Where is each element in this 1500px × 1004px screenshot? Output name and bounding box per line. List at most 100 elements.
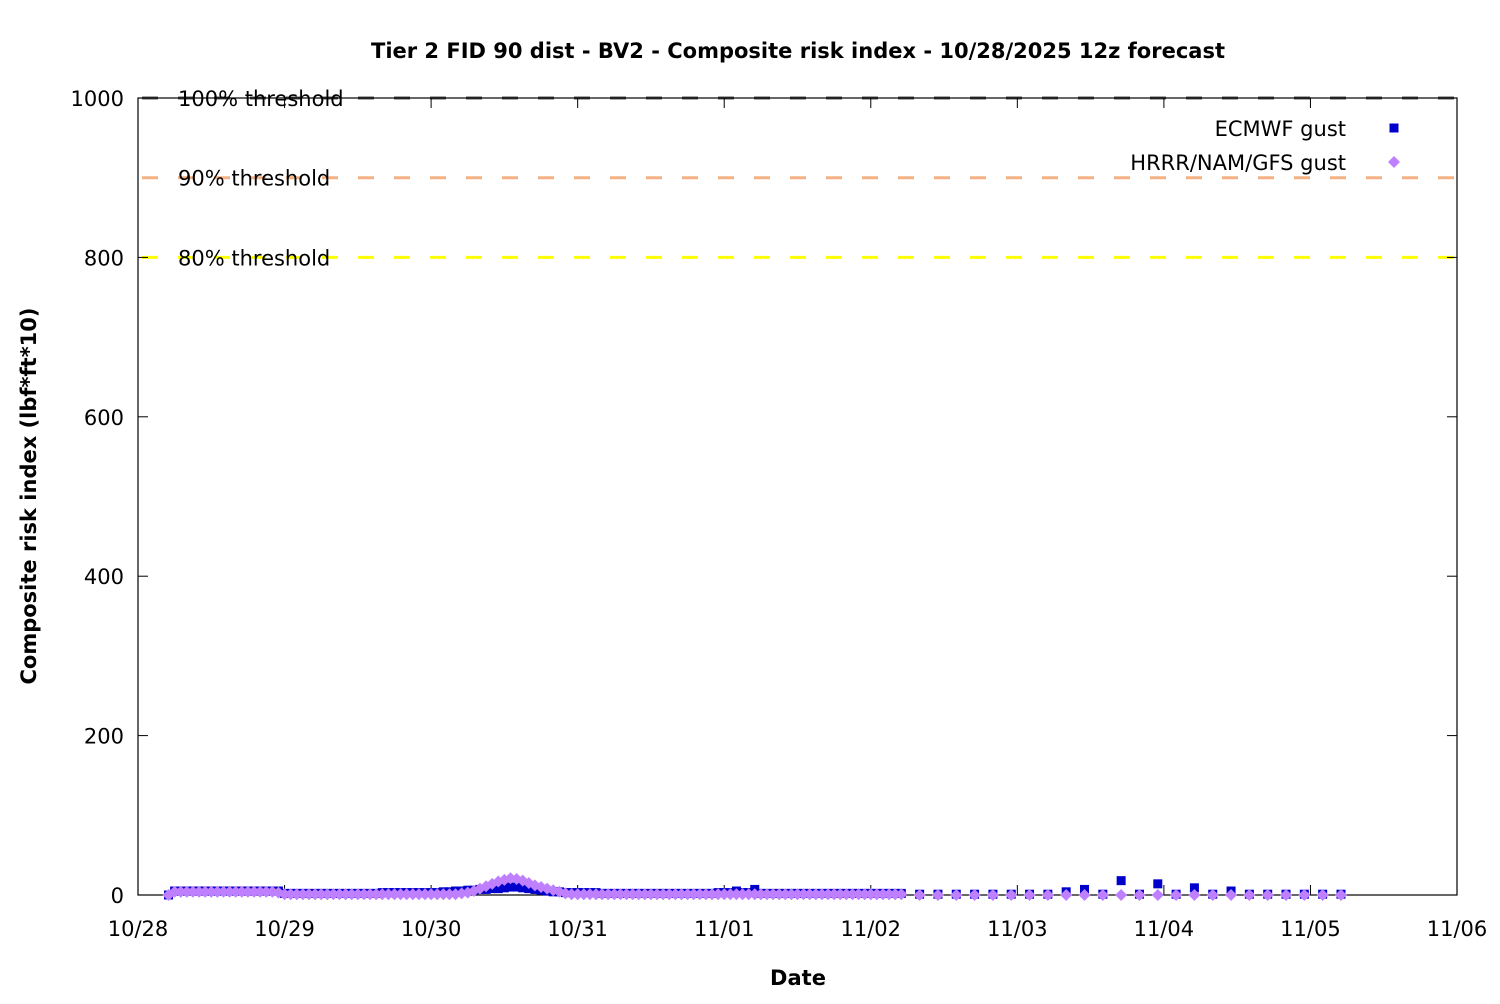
y-tick-label: 600 [84, 406, 124, 430]
hrrr-point [370, 888, 383, 901]
hrrr-point [760, 888, 773, 901]
hrrr-point [437, 888, 450, 901]
hrrr-point [1041, 889, 1054, 901]
legend-label: HRRR/NAM/GFS gust [1130, 151, 1346, 175]
hrrr-point [278, 888, 291, 901]
y-tick-label: 400 [84, 565, 124, 589]
hrrr-point [321, 888, 334, 901]
x-tick-label: 11/05 [1280, 917, 1341, 941]
hrrr-point [828, 888, 841, 901]
hrrr-point [822, 888, 835, 901]
hrrr-point [895, 888, 908, 901]
hrrr-point [986, 889, 999, 901]
ecmwf-point [1116, 876, 1126, 886]
ecmwf-point [512, 882, 522, 892]
hrrr-point [834, 888, 847, 901]
hrrr-point [846, 888, 859, 901]
y-tick-label: 0 [111, 884, 124, 908]
threshold-label: 100% threshold [178, 87, 344, 111]
ecmwf-point [499, 883, 509, 893]
hrrr-point [229, 885, 242, 898]
hrrr-point [687, 888, 700, 901]
y-tick-label: 200 [84, 725, 124, 749]
hrrr-point [724, 888, 737, 901]
hrrr-point [1334, 889, 1347, 901]
hrrr-point [651, 888, 664, 901]
y-axis-label: Composite risk index (lbf*ft*10) [17, 307, 41, 684]
hrrr-point [168, 885, 181, 898]
hrrr-point [1078, 889, 1091, 901]
hrrr-point [1170, 889, 1183, 901]
legend-marker [1389, 123, 1399, 133]
hrrr-point [736, 888, 749, 901]
hrrr-point [211, 885, 224, 898]
x-tick-label: 11/03 [987, 917, 1048, 941]
x-tick-label: 11/02 [841, 917, 902, 941]
hrrr-point [626, 888, 639, 901]
hrrr-point [309, 888, 322, 901]
hrrr-point [669, 888, 682, 901]
hrrr-point [583, 888, 596, 901]
hrrr-point [693, 888, 706, 901]
legend: ECMWF gust HRRR/NAM/GFS gust [1130, 117, 1400, 175]
x-tick-label: 10/28 [108, 917, 169, 941]
hrrr-point [1261, 889, 1274, 901]
hrrr-point [394, 888, 407, 901]
ecmwf-point [518, 883, 528, 893]
hrrr-point [602, 888, 615, 901]
hrrr-point [443, 888, 456, 901]
hrrr-point [351, 888, 364, 901]
hrrr-point [419, 888, 432, 901]
hrrr-point [565, 888, 578, 901]
hrrr-point [235, 885, 248, 898]
chart-title: Tier 2 FID 90 dist - BV2 - Composite ris… [371, 39, 1225, 63]
hrrr-point [809, 888, 822, 901]
hrrr-point [1005, 889, 1018, 901]
hrrr-point [608, 888, 621, 901]
hrrr-point [730, 888, 743, 901]
hrrr-point [241, 885, 254, 898]
hrrr-point [260, 885, 273, 898]
x-tick-label: 10/29 [254, 917, 315, 941]
hrrr-point [364, 888, 377, 901]
y-tick-label: 800 [84, 246, 124, 270]
hrrr-point [199, 885, 212, 898]
x-tick-label: 11/04 [1134, 917, 1195, 941]
hrrr-point [797, 888, 810, 901]
hrrr-point [382, 888, 395, 901]
hrrr-point [754, 888, 767, 901]
hrrr-point [632, 888, 645, 901]
hrrr-point [889, 888, 902, 901]
hrrr-point [675, 888, 688, 901]
hrrr-point [864, 888, 877, 901]
hrrr-point [412, 888, 425, 901]
hrrr-point [644, 888, 657, 901]
hrrr-point [296, 888, 309, 901]
hrrr-point [302, 888, 315, 901]
hrrr-point [620, 888, 633, 901]
hrrr-point [425, 888, 438, 901]
hrrr-point [254, 885, 267, 898]
hrrr-point [840, 888, 853, 901]
hrrr-point [406, 888, 419, 901]
hrrr-point [290, 888, 303, 901]
ecmwf-point [493, 884, 503, 894]
hrrr-point [571, 888, 584, 901]
hrrr-point [186, 885, 199, 898]
hrrr-point [345, 888, 358, 901]
hrrr-point [870, 888, 883, 901]
hrrr-point [388, 888, 401, 901]
hrrr-point [712, 888, 725, 901]
hrrr-point [1151, 889, 1164, 901]
hrrr-point [431, 888, 444, 901]
hrrr-point [718, 888, 731, 901]
hrrr-point [248, 885, 261, 898]
hrrr-point [193, 885, 206, 898]
hrrr-point [1243, 889, 1256, 901]
hrrr-point [681, 888, 694, 901]
hrrr-point [791, 888, 804, 901]
ecmwf-point [1189, 883, 1199, 893]
hrrr-point [284, 888, 297, 901]
hrrr-point [1060, 889, 1073, 901]
